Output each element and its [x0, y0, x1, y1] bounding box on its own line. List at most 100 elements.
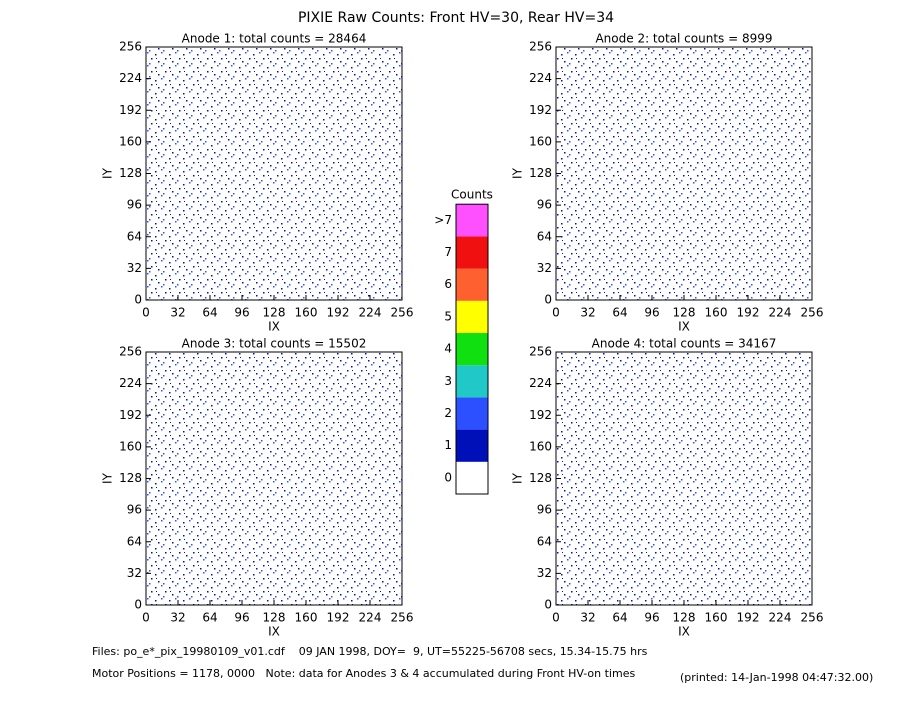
x-tick-label: 160: [295, 611, 318, 625]
x-tick-label: 192: [737, 306, 760, 320]
y-tick-label: 96: [537, 198, 552, 212]
y-tick-label: 0: [134, 598, 142, 612]
y-tick-label: 160: [529, 134, 552, 148]
x-tick-label: 96: [644, 306, 659, 320]
y-tick-label: 64: [537, 229, 552, 243]
panel-title: Anode 1: total counts = 28464: [182, 32, 367, 46]
x-tick-label: 96: [234, 611, 249, 625]
x-tick-label: 0: [142, 306, 150, 320]
y-axis-label: IY: [511, 167, 525, 179]
colorbar-swatch: [456, 333, 488, 366]
panel-title: Anode 4: total counts = 34167: [592, 337, 777, 351]
x-tick-label: 256: [801, 306, 824, 320]
y-tick-label: 256: [529, 40, 552, 54]
x-tick-label: 96: [234, 306, 249, 320]
colorbar-swatch: [456, 268, 488, 301]
x-tick-label: 32: [580, 306, 595, 320]
x-tick-label: 64: [612, 611, 627, 625]
x-tick-label: 32: [170, 306, 185, 320]
colorbar-label: 0: [444, 470, 452, 484]
x-tick-label: 96: [644, 611, 659, 625]
x-tick-label: 224: [769, 611, 792, 625]
x-axis-label: IX: [678, 320, 690, 334]
y-tick-label: 224: [529, 71, 552, 85]
y-tick-label: 96: [127, 503, 142, 517]
density-texture: [146, 47, 402, 300]
y-tick-label: 0: [134, 293, 142, 307]
y-tick-label: 256: [119, 345, 142, 359]
y-tick-label: 32: [127, 566, 142, 580]
y-tick-label: 256: [119, 40, 142, 54]
x-tick-label: 128: [673, 306, 696, 320]
colorbar-frame: [455, 203, 489, 495]
footer-files: Files: po_e*_pix_19980109_v01.cdf 09 JAN…: [92, 645, 648, 658]
y-tick-label: 192: [529, 408, 552, 422]
y-tick-label: 224: [119, 376, 142, 390]
x-tick-label: 0: [552, 306, 560, 320]
x-tick-label: 160: [705, 611, 728, 625]
colorbar-swatch: [456, 300, 488, 333]
y-tick-label: 96: [127, 198, 142, 212]
x-tick-label: 32: [170, 611, 185, 625]
x-tick-label: 128: [263, 611, 286, 625]
colorbar-label: 2: [444, 406, 452, 420]
y-tick-label: 128: [119, 166, 142, 180]
y-tick-label: 32: [127, 261, 142, 275]
y-tick-label: 64: [537, 534, 552, 548]
x-tick-label: 160: [705, 306, 728, 320]
x-tick-label: 64: [612, 306, 627, 320]
x-tick-label: 224: [769, 306, 792, 320]
y-tick-label: 128: [119, 471, 142, 485]
y-axis-label: IY: [101, 167, 115, 179]
density-texture: [556, 47, 812, 300]
x-tick-label: 32: [580, 611, 595, 625]
colorbar-label: 6: [444, 277, 452, 291]
colorbar-label: 3: [444, 374, 452, 388]
x-tick-label: 256: [391, 306, 414, 320]
y-tick-label: 96: [537, 503, 552, 517]
density-texture: [146, 352, 402, 605]
y-tick-label: 192: [529, 103, 552, 117]
y-tick-label: 192: [119, 408, 142, 422]
panel-title: Anode 3: total counts = 15502: [182, 337, 367, 351]
y-tick-label: 160: [529, 439, 552, 453]
colorbar-overflow-swatch: [456, 204, 488, 237]
colorbar-label: 1: [444, 438, 452, 452]
y-tick-label: 224: [119, 71, 142, 85]
y-axis-label: IY: [511, 472, 525, 484]
colorbar-label: 7: [444, 245, 452, 259]
y-tick-label: 32: [537, 566, 552, 580]
x-tick-label: 192: [327, 611, 350, 625]
colorbar-swatch: [456, 397, 488, 430]
x-tick-label: 256: [391, 611, 414, 625]
x-tick-label: 224: [359, 306, 382, 320]
x-tick-label: 128: [673, 611, 696, 625]
y-tick-label: 128: [529, 166, 552, 180]
y-tick-label: 160: [119, 439, 142, 453]
y-tick-label: 224: [529, 376, 552, 390]
x-tick-label: 224: [359, 611, 382, 625]
x-tick-label: 0: [142, 611, 150, 625]
panel-title: Anode 2: total counts = 8999: [595, 32, 772, 46]
colorbar-label: 4: [444, 342, 452, 356]
colorbar-label: 5: [444, 309, 452, 323]
colorbar-swatch: [456, 365, 488, 398]
colorbar-swatch: [456, 236, 488, 269]
x-tick-label: 0: [552, 611, 560, 625]
y-tick-label: 192: [119, 103, 142, 117]
colorbar-title: Counts: [451, 188, 493, 202]
x-tick-label: 192: [737, 611, 760, 625]
x-tick-label: 64: [202, 611, 217, 625]
y-tick-label: 128: [529, 471, 552, 485]
footer-motor: Motor Positions = 1178, 0000 Note: data …: [92, 667, 635, 680]
x-axis-label: IX: [678, 625, 690, 639]
y-axis-label: IY: [101, 472, 115, 484]
x-tick-label: 64: [202, 306, 217, 320]
x-axis-label: IX: [268, 625, 280, 639]
density-texture: [556, 352, 812, 605]
figure-title: PIXIE Raw Counts: Front HV=30, Rear HV=3…: [298, 10, 614, 26]
y-tick-label: 0: [544, 293, 552, 307]
colorbar-swatch: [456, 461, 488, 494]
y-tick-label: 160: [119, 134, 142, 148]
